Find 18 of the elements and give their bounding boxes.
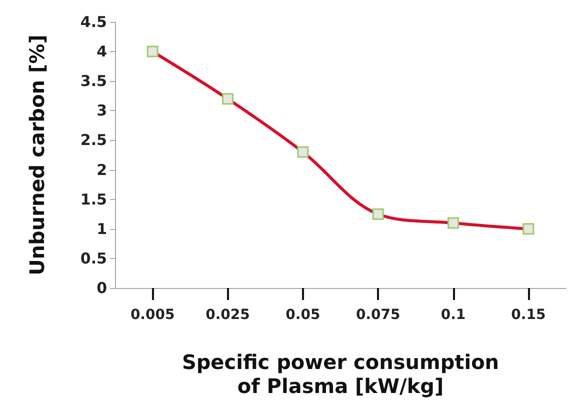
y-axis-title: Unburned carbon [%] (25, 34, 49, 276)
y-tick-label: 0 (96, 279, 107, 297)
x-tick-label: 0.1 (440, 307, 466, 323)
y-tick-label: 4 (96, 42, 107, 61)
x-tick-label: 0.025 (206, 307, 250, 323)
x-axis-title: Specific power consumption of Plasma [kW/kg] (182, 350, 500, 398)
y-tick-label: 1 (96, 220, 107, 238)
y-tick-label: 3 (96, 102, 107, 120)
x-tick-label: 0.15 (511, 307, 546, 323)
x-tick-label: 0.005 (130, 307, 175, 323)
y-tick-label: 2 (96, 160, 107, 179)
y-tick-label: 3.5 (80, 72, 107, 90)
y-tick-label: 1.5 (80, 190, 107, 208)
y-tick-label: 2.5 (80, 131, 107, 150)
y-tick-label: 4.5 (80, 13, 107, 31)
x-tick-label: 0.075 (356, 307, 400, 323)
x-tick-label: 0.05 (286, 307, 320, 323)
y-tick-label: 0.5 (80, 249, 107, 268)
